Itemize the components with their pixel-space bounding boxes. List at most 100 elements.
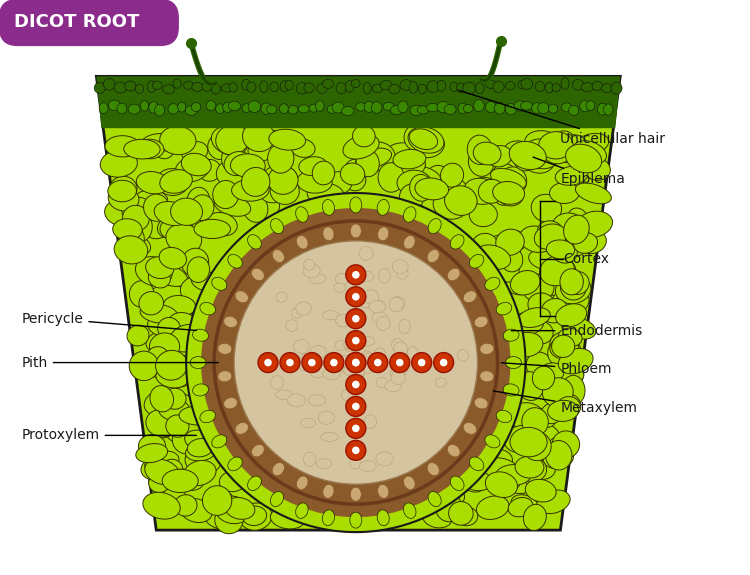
Ellipse shape	[363, 359, 374, 373]
Ellipse shape	[340, 163, 364, 185]
Ellipse shape	[271, 376, 284, 389]
Ellipse shape	[206, 213, 237, 236]
Ellipse shape	[150, 412, 176, 438]
Ellipse shape	[567, 208, 590, 237]
Ellipse shape	[142, 492, 180, 519]
Ellipse shape	[309, 104, 318, 112]
Ellipse shape	[296, 302, 311, 315]
Circle shape	[352, 447, 359, 454]
Ellipse shape	[163, 85, 175, 94]
Ellipse shape	[580, 101, 590, 112]
Ellipse shape	[358, 297, 374, 308]
Ellipse shape	[158, 317, 181, 339]
Ellipse shape	[464, 423, 476, 434]
Ellipse shape	[362, 351, 373, 363]
Ellipse shape	[158, 217, 182, 238]
Ellipse shape	[404, 236, 416, 249]
Ellipse shape	[301, 418, 316, 428]
Circle shape	[346, 397, 366, 416]
Ellipse shape	[472, 177, 495, 196]
Ellipse shape	[114, 82, 127, 93]
Circle shape	[412, 352, 432, 373]
Ellipse shape	[296, 476, 308, 489]
Ellipse shape	[297, 171, 332, 193]
Ellipse shape	[184, 430, 218, 453]
Circle shape	[346, 374, 366, 394]
Ellipse shape	[145, 214, 170, 235]
Ellipse shape	[124, 139, 160, 159]
Ellipse shape	[550, 332, 577, 358]
Ellipse shape	[140, 304, 178, 323]
Ellipse shape	[228, 457, 242, 471]
Circle shape	[234, 241, 478, 484]
Ellipse shape	[341, 359, 353, 369]
Ellipse shape	[173, 253, 208, 278]
Ellipse shape	[308, 183, 344, 206]
Ellipse shape	[555, 135, 588, 161]
Ellipse shape	[364, 101, 374, 113]
Ellipse shape	[540, 256, 575, 279]
Ellipse shape	[322, 79, 334, 89]
Ellipse shape	[184, 81, 194, 89]
Ellipse shape	[202, 486, 232, 515]
Ellipse shape	[436, 494, 463, 522]
Ellipse shape	[159, 332, 194, 354]
Ellipse shape	[327, 171, 352, 194]
Ellipse shape	[216, 104, 224, 114]
Ellipse shape	[509, 402, 544, 430]
Ellipse shape	[444, 105, 456, 114]
Ellipse shape	[520, 143, 555, 173]
Ellipse shape	[223, 102, 232, 112]
Ellipse shape	[200, 410, 215, 423]
Ellipse shape	[194, 220, 230, 239]
Ellipse shape	[228, 254, 242, 268]
Ellipse shape	[296, 503, 308, 519]
Ellipse shape	[361, 357, 374, 367]
Ellipse shape	[152, 264, 188, 286]
Ellipse shape	[392, 260, 408, 274]
Circle shape	[264, 359, 272, 366]
Ellipse shape	[586, 101, 595, 110]
Ellipse shape	[168, 307, 194, 336]
Ellipse shape	[159, 247, 187, 269]
Ellipse shape	[304, 83, 314, 93]
Ellipse shape	[383, 102, 394, 110]
Circle shape	[201, 208, 511, 517]
Ellipse shape	[518, 80, 526, 89]
Ellipse shape	[349, 338, 359, 351]
Ellipse shape	[604, 104, 613, 115]
Ellipse shape	[611, 82, 622, 94]
Ellipse shape	[168, 104, 178, 114]
Ellipse shape	[148, 315, 178, 337]
Ellipse shape	[464, 291, 476, 302]
Ellipse shape	[473, 99, 484, 112]
Ellipse shape	[191, 270, 219, 291]
Ellipse shape	[316, 459, 332, 469]
Ellipse shape	[422, 506, 452, 528]
Ellipse shape	[515, 457, 544, 478]
Ellipse shape	[271, 218, 284, 233]
Ellipse shape	[332, 102, 344, 113]
Ellipse shape	[496, 410, 512, 423]
Ellipse shape	[539, 256, 574, 286]
Ellipse shape	[239, 503, 272, 530]
Ellipse shape	[372, 84, 382, 93]
Ellipse shape	[546, 240, 574, 259]
Ellipse shape	[410, 82, 418, 93]
Ellipse shape	[478, 179, 505, 204]
Ellipse shape	[552, 213, 584, 238]
Ellipse shape	[170, 198, 202, 225]
Ellipse shape	[272, 462, 284, 476]
Circle shape	[280, 352, 300, 373]
Ellipse shape	[141, 133, 173, 153]
Ellipse shape	[550, 135, 583, 163]
Ellipse shape	[592, 82, 603, 90]
Ellipse shape	[130, 212, 152, 242]
Circle shape	[286, 359, 294, 366]
Ellipse shape	[376, 316, 390, 331]
Ellipse shape	[493, 81, 504, 93]
Ellipse shape	[157, 132, 178, 151]
Ellipse shape	[500, 247, 523, 272]
Ellipse shape	[376, 377, 388, 388]
Ellipse shape	[560, 362, 584, 386]
